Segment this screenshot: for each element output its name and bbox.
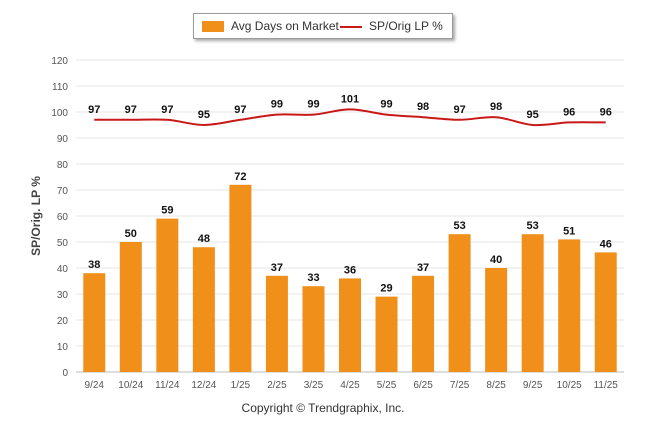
x-tick-label: 2/25 — [267, 380, 287, 391]
line-value-label: 98 — [417, 101, 429, 113]
y-tick-label: 50 — [57, 238, 69, 249]
y-tick-label: 90 — [57, 134, 69, 145]
bar — [448, 234, 471, 372]
bar — [375, 296, 398, 372]
bar-value-label: 36 — [344, 264, 356, 276]
line-value-label: 98 — [490, 101, 502, 113]
x-tick-label: 7/25 — [450, 380, 470, 391]
bar-value-label: 38 — [88, 259, 100, 271]
y-axis-title: SP/Orig. LP % — [29, 176, 43, 256]
line-value-label: 95 — [198, 109, 210, 121]
x-tick-label: 12/24 — [191, 380, 216, 391]
bar-value-label: 48 — [198, 233, 210, 245]
y-tick-label: 40 — [57, 264, 69, 275]
line-value-label: 101 — [341, 93, 359, 105]
legend: Avg Days on Market SP/Orig LP % — [193, 13, 453, 39]
bar — [412, 275, 435, 372]
bar — [302, 286, 325, 372]
y-tick-label: 100 — [51, 108, 68, 119]
bar — [83, 273, 106, 372]
y-tick-label: 120 — [51, 56, 68, 67]
copyright-credit: Copyright © Trendgraphix, Inc. — [241, 401, 405, 415]
bar — [119, 242, 142, 372]
x-tick-label: 9/25 — [523, 380, 543, 391]
bar-value-label: 29 — [380, 283, 392, 295]
x-tick-label: 3/25 — [304, 380, 324, 391]
y-tick-label: 10 — [57, 342, 69, 353]
bar — [192, 247, 215, 372]
bar — [156, 218, 179, 372]
legend-swatch-bar — [202, 21, 224, 32]
line-value-label: 97 — [125, 104, 137, 116]
legend-swatch-line — [340, 26, 362, 28]
y-tick-label: 70 — [57, 186, 69, 197]
x-tick-label: 10/24 — [118, 380, 143, 391]
x-tick-label: 1/25 — [231, 380, 251, 391]
y-tick-label: 110 — [52, 82, 68, 93]
bar-value-label: 33 — [307, 272, 319, 284]
line-series-sp-orig-lp — [94, 108, 606, 127]
bar-value-label: 50 — [125, 228, 137, 240]
y-tick-label: 0 — [62, 368, 68, 379]
x-tick-label: 4/25 — [340, 380, 360, 391]
y-tick-label: 60 — [57, 212, 69, 223]
line-value-label: 97 — [161, 104, 173, 116]
bar-value-label: 72 — [234, 171, 246, 183]
bar — [339, 278, 361, 372]
x-tick-label: 10/25 — [557, 380, 582, 391]
bar — [229, 184, 252, 372]
x-tick-label: 6/25 — [413, 380, 433, 391]
line-value-label: 96 — [600, 106, 612, 118]
legend-label-bar: Avg Days on Market — [231, 19, 339, 33]
bar-value-label: 37 — [271, 262, 283, 274]
bar — [521, 234, 544, 372]
bar — [558, 239, 581, 372]
line-value-label: 97 — [88, 104, 100, 116]
bar-value-label: 40 — [490, 254, 502, 266]
bar-value-label: 59 — [161, 205, 173, 217]
y-tick-label: 80 — [57, 160, 69, 171]
x-tick-label: 9/24 — [85, 380, 105, 391]
line-value-label: 96 — [563, 106, 575, 118]
line-value-label: 99 — [307, 99, 319, 111]
x-tick-label: 5/25 — [377, 380, 397, 391]
bar-value-label: 53 — [527, 220, 539, 232]
line-value-label: 99 — [380, 99, 392, 111]
bar-value-label: 37 — [417, 262, 429, 274]
line-value-label: 97 — [234, 104, 246, 116]
legend-label-line: SP/Orig LP % — [369, 19, 443, 33]
y-tick-label: 20 — [57, 316, 69, 327]
bar-value-label: 53 — [453, 220, 465, 232]
line-value-label: 95 — [527, 109, 539, 121]
x-tick-label: 11/24 — [155, 380, 180, 391]
bar — [485, 268, 508, 372]
x-tick-label: 8/25 — [486, 380, 506, 391]
x-tick-label: 11/25 — [594, 380, 619, 391]
bar — [594, 252, 617, 372]
y-tick-label: 30 — [57, 290, 69, 301]
bar-value-label: 46 — [600, 238, 612, 250]
line-value-label: 99 — [271, 99, 283, 111]
line-value-label: 97 — [453, 104, 465, 116]
bar-value-label: 51 — [563, 225, 575, 237]
bar — [265, 275, 288, 372]
